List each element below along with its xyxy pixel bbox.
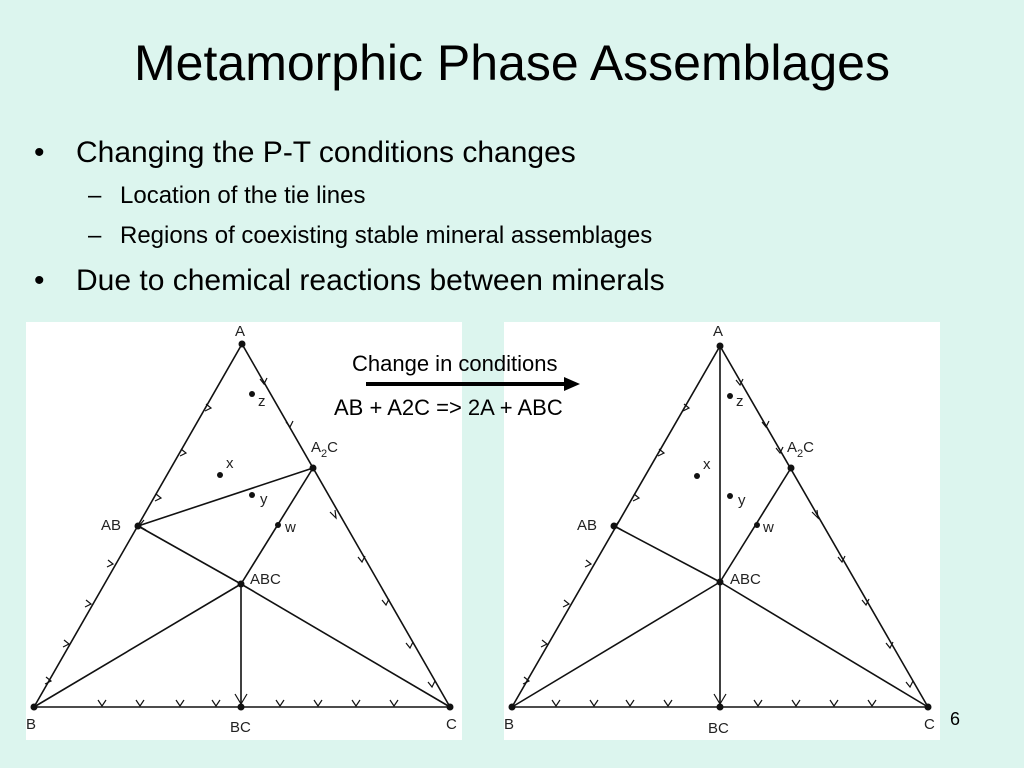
label-x: x	[226, 455, 234, 472]
tie-line-ab-abc	[613, 525, 721, 583]
reaction-label: Change in conditions	[352, 351, 558, 376]
label-abc: ABC	[250, 571, 281, 588]
bulk-z-point	[249, 391, 255, 397]
ternary-diagram-before: A B C AB A2C ABC BC z x y w	[26, 322, 462, 740]
label-a2c: A2C	[311, 439, 338, 460]
slide-title: Metamorphic Phase Assemblages	[134, 35, 890, 91]
label-a: A	[235, 323, 245, 340]
label-ab: AB	[577, 517, 597, 534]
tie-line-c-abc	[240, 583, 451, 708]
tie-line-c-abc	[719, 581, 929, 708]
sub-bullet-item: – Location of the tie lines	[34, 184, 994, 208]
tie-line-b-abc	[511, 581, 721, 708]
bullet-dot: •	[34, 136, 45, 169]
phase-points	[508, 342, 932, 711]
bulk-x-point	[694, 473, 700, 479]
bullet-text: Changing the P-T conditions changes	[76, 136, 576, 169]
bulk-z-point	[727, 393, 733, 399]
edge-tick-marks	[44, 377, 436, 708]
label-a: A	[713, 323, 723, 340]
ternary-diagram-svg: A B C AB A2C ABC BC z x y w	[504, 323, 935, 737]
phase-abc-point	[716, 578, 724, 586]
label-bc: BC	[708, 720, 729, 737]
label-z: z	[736, 393, 744, 410]
vertex-b-point	[30, 703, 38, 711]
label-b: B	[26, 716, 36, 733]
vertex-a-point	[716, 342, 724, 350]
bullet-dot: •	[34, 264, 45, 297]
label-y: y	[738, 492, 746, 509]
phase-bc-point	[237, 703, 245, 711]
phase-ab-point	[610, 522, 618, 530]
label-ab: AB	[101, 517, 121, 534]
bulk-w-point	[754, 522, 760, 528]
label-y: y	[260, 491, 268, 508]
label-b: B	[504, 716, 514, 733]
reaction-equation: AB + A2C => 2A + ABC	[334, 395, 563, 420]
bulk-w-point	[275, 522, 281, 528]
bulk-y-point	[249, 492, 255, 498]
page-number: 6	[950, 709, 961, 729]
bullet-list: • Changing the P-T conditions changes – …	[34, 138, 994, 296]
bullet-item: • Due to chemical reactions between mine…	[34, 266, 994, 296]
reaction-arrow-icon	[366, 377, 580, 391]
label-z: z	[258, 393, 266, 410]
phase-points	[30, 340, 454, 711]
vertex-a-point	[238, 340, 246, 348]
label-bc: BC	[230, 719, 251, 736]
vertex-c-point	[924, 703, 932, 711]
edge-tick-marks	[522, 378, 914, 708]
phase-ab-point	[134, 522, 142, 530]
bullet-item: • Changing the P-T conditions changes	[34, 138, 994, 168]
sub-bullet-item: – Regions of coexisting stable mineral a…	[34, 224, 994, 248]
sub-bullet-dash: –	[88, 222, 102, 249]
edge-a-c	[241, 343, 451, 708]
tie-line-ab-a2c	[137, 467, 314, 527]
vertex-c-point	[446, 703, 454, 711]
vertex-b-point	[508, 703, 516, 711]
label-c: C	[446, 716, 457, 733]
sub-bullet-text: Regions of coexisting stable mineral ass…	[120, 222, 653, 249]
tie-line-b-abc	[33, 583, 242, 708]
bulk-y-point	[727, 493, 733, 499]
label-w: w	[762, 519, 774, 536]
label-c: C	[924, 716, 935, 733]
label-x: x	[703, 456, 711, 473]
ternary-diagram-svg: A B C AB A2C ABC BC z x y w	[26, 323, 457, 736]
label-a2c: A2C	[787, 439, 814, 460]
tie-line-ab-abc	[137, 525, 242, 585]
phase-a2c-point	[309, 464, 317, 472]
phase-abc-point	[237, 580, 245, 588]
label-w: w	[284, 519, 296, 536]
label-abc: ABC	[730, 571, 761, 588]
sub-bullet-dash: –	[88, 182, 102, 209]
edge-a-c	[719, 345, 929, 708]
bullet-text: Due to chemical reactions between minera…	[76, 264, 665, 297]
sub-bullet-text: Location of the tie lines	[120, 182, 366, 209]
bulk-x-point	[217, 472, 223, 478]
ternary-diagram-after: A B C AB A2C ABC BC z x y w	[504, 322, 940, 740]
phase-bc-point	[716, 703, 724, 711]
phase-a2c-point	[787, 464, 795, 472]
